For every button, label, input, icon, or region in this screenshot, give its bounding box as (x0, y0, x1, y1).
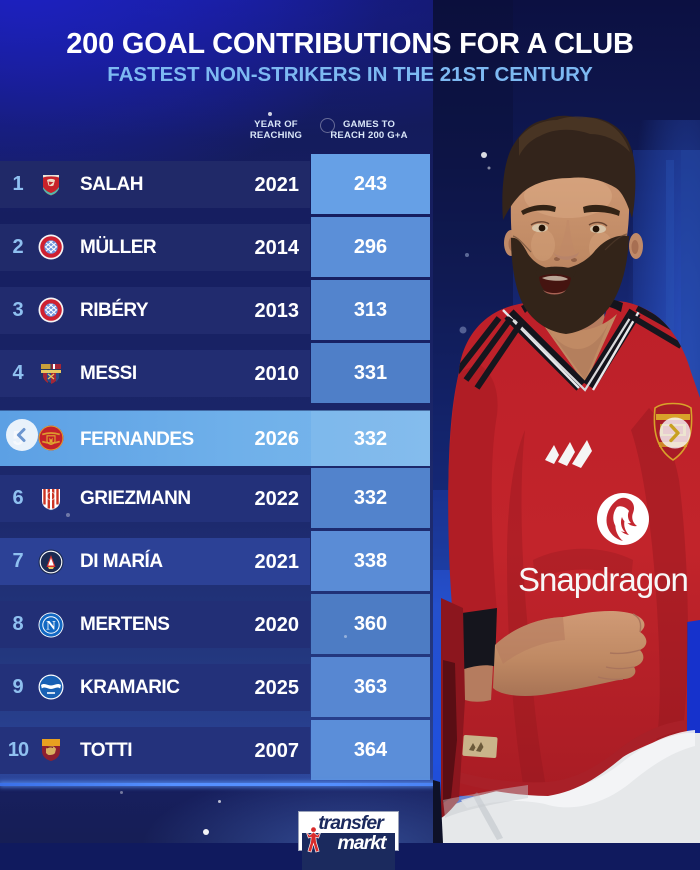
svg-text:N: N (46, 617, 56, 632)
svg-text:Snapdragon: Snapdragon (518, 561, 688, 598)
